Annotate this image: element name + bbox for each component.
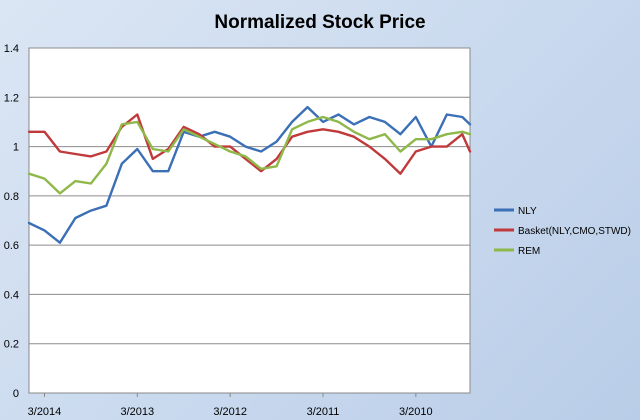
series-line-1	[27, 113, 472, 175]
series-line-2	[27, 115, 472, 195]
chart-title: Normalized Stock Price	[214, 12, 425, 33]
y-tick-label: 0.2	[4, 339, 19, 351]
x-tick-label: 3/2012	[213, 406, 247, 418]
y-tick-label: 1.2	[4, 92, 19, 104]
legend-label-0: NLY	[518, 206, 537, 217]
y-tick-label: 0.6	[4, 240, 19, 252]
legend-label-1: Basket(NLY,CMO,STWD)	[518, 226, 631, 237]
plot-area	[28, 47, 471, 394]
x-tick-label: 3/2014	[28, 406, 62, 418]
x-tick-label: 3/2013	[120, 406, 154, 418]
series-line-0	[27, 105, 472, 244]
y-tick-label: 0.8	[4, 191, 19, 203]
x-tick-label: 3/2010	[399, 406, 433, 418]
y-tick-label: 1.4	[4, 43, 19, 55]
y-tick-label: 1	[13, 142, 19, 154]
y-tick-label: 0	[13, 388, 19, 400]
y-tick-label: 0.4	[4, 289, 19, 301]
legend-label-2: REM	[518, 246, 540, 257]
x-tick-label: 3/2011	[307, 406, 340, 418]
